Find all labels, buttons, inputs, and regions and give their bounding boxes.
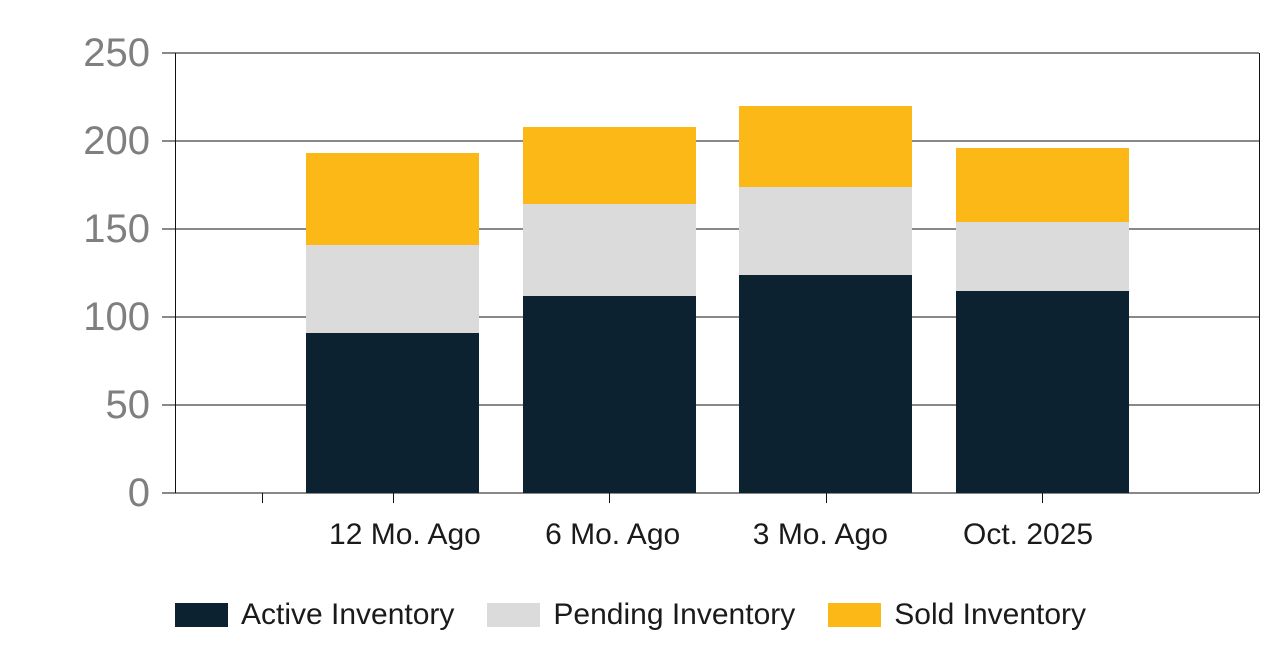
x-axis-tick bbox=[392, 493, 394, 503]
bar-segment-pending-inventory bbox=[955, 221, 1130, 291]
x-axis-label-12-mo-ago: 12 Mo. Ago bbox=[329, 518, 481, 551]
y-axis-tick bbox=[162, 404, 176, 406]
legend-swatch-active-inventory bbox=[174, 603, 228, 627]
bars-container bbox=[176, 53, 1259, 503]
bar-12-mo-ago bbox=[305, 153, 480, 493]
bar-segment-pending-inventory bbox=[739, 186, 913, 275]
y-axis-tick-label: 100 bbox=[83, 295, 150, 339]
bar-cell-12-mo-ago bbox=[261, 53, 501, 503]
bar-segment-sold-inventory bbox=[739, 105, 913, 187]
legend: Active Inventory Pending Inventory Sold In… bbox=[0, 598, 1261, 632]
bar-segment-active-inventory bbox=[522, 295, 696, 493]
y-axis-tick bbox=[162, 316, 176, 318]
legend-swatch-sold-inventory bbox=[828, 603, 882, 627]
legend-label-sold-inventory: Sold Inventory bbox=[894, 598, 1087, 631]
x-axis-label-3-mo-ago: 3 Mo. Ago bbox=[752, 518, 888, 551]
bar-segment-active-inventory bbox=[305, 332, 480, 493]
gridline bbox=[176, 316, 1259, 318]
bar-segment-active-inventory bbox=[955, 290, 1130, 493]
y-axis-tick bbox=[162, 492, 176, 494]
y-axis-tick-label: 50 bbox=[105, 383, 151, 427]
bar-cell-oct-2025 bbox=[934, 53, 1151, 503]
y-axis-tick-label: 250 bbox=[83, 31, 150, 75]
y-axis-tick-label: 200 bbox=[83, 119, 150, 163]
x-axis-label-oct-2025: Oct. 2025 bbox=[963, 518, 1094, 551]
bar-oct-2025 bbox=[955, 148, 1130, 493]
bar-segment-pending-inventory bbox=[305, 244, 480, 333]
legend-item-pending-inventory: Pending Inventory bbox=[487, 598, 795, 632]
y-axis-tick bbox=[162, 140, 176, 142]
x-axis-tick bbox=[1042, 493, 1044, 503]
legend-item-sold-inventory: Sold Inventory bbox=[828, 598, 1086, 632]
gridline bbox=[176, 228, 1259, 230]
gridline bbox=[176, 140, 1259, 142]
gridline bbox=[176, 492, 1259, 494]
bar-segment-pending-inventory bbox=[522, 204, 696, 296]
legend-item-active-inventory: Active Inventory bbox=[174, 598, 455, 632]
bar-segment-active-inventory bbox=[739, 274, 913, 493]
bar-3-mo-ago bbox=[739, 105, 913, 493]
bar-segment-sold-inventory bbox=[305, 153, 480, 245]
legend-label-pending-inventory: Pending Inventory bbox=[553, 598, 796, 631]
x-axis-tick bbox=[609, 493, 611, 503]
gridline bbox=[176, 52, 1259, 54]
y-axis-tick bbox=[162, 52, 176, 54]
bar-segment-sold-inventory bbox=[522, 126, 696, 205]
bar-segment-sold-inventory bbox=[955, 148, 1130, 222]
bar-6-mo-ago bbox=[522, 126, 696, 493]
gridline bbox=[176, 404, 1259, 406]
y-axis-tick-label: 150 bbox=[83, 207, 150, 251]
y-axis-tick-label: 0 bbox=[127, 471, 150, 515]
x-axis-origin-tick bbox=[261, 493, 263, 503]
x-axis-label-6-mo-ago: 6 Mo. Ago bbox=[545, 518, 681, 551]
y-axis-tick bbox=[162, 228, 176, 230]
plot-area bbox=[162, 52, 1260, 503]
legend-swatch-pending-inventory bbox=[487, 603, 541, 627]
legend-label-active-inventory: Active Inventory bbox=[240, 598, 455, 631]
bar-cell-3-mo-ago bbox=[718, 53, 935, 503]
bar-cell-6-mo-ago bbox=[501, 53, 718, 503]
y-axis: 250 200 150 100 50 0 bbox=[0, 33, 151, 513]
x-axis-labels: 12 Mo. Ago 6 Mo. Ago 3 Mo. Ago Oct. 2025 bbox=[175, 514, 1258, 556]
x-axis-tick bbox=[825, 493, 827, 503]
